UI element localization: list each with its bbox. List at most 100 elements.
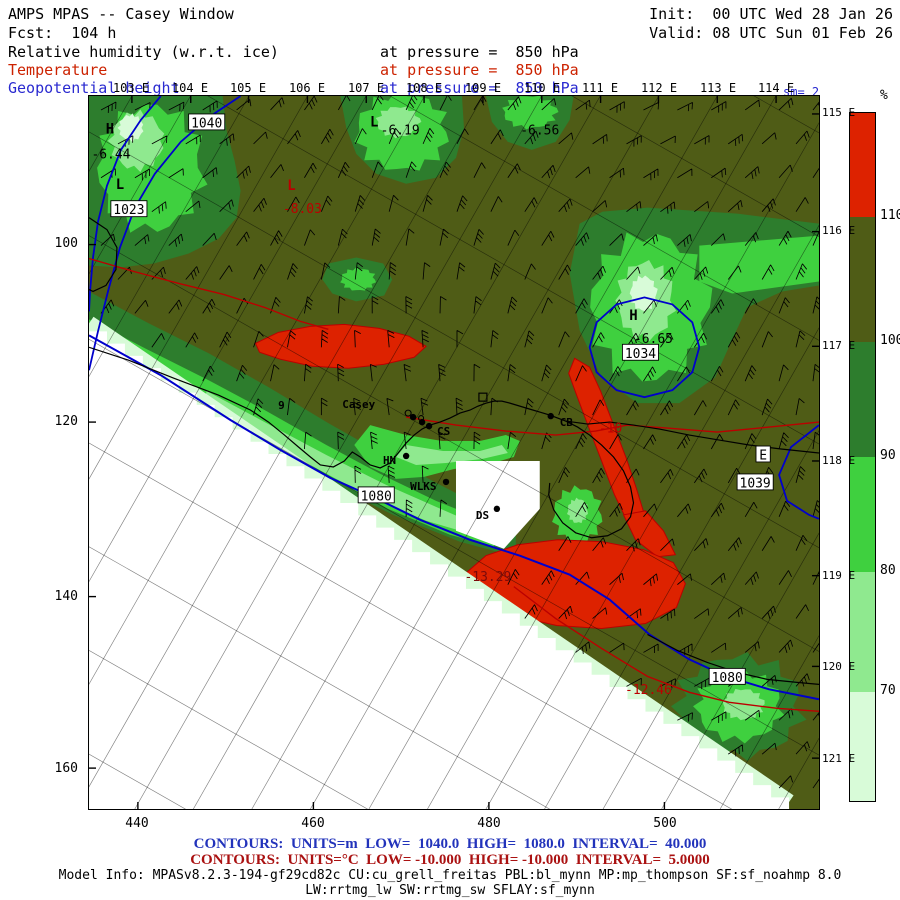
model-info-line2: LW:rrtmg_lw SW:rrtmg_sw SFLAY:sf_mynn	[305, 883, 595, 898]
top-longitude-label: 109 E	[464, 81, 502, 95]
colorbar-tick-label: 70	[880, 683, 896, 698]
contour-label-box	[188, 113, 226, 131]
right-longitude-label: 121 E	[822, 752, 856, 765]
field-level-temperature: at pressure = 850 hPa	[380, 61, 579, 79]
terrain-mask-inner	[455, 460, 540, 549]
bottom-axis-label: 480	[477, 816, 501, 831]
contour-label-box	[357, 486, 395, 504]
contour-label-box	[708, 667, 746, 685]
station-label: HN	[383, 454, 396, 467]
bottom-axis-label: 440	[125, 816, 149, 831]
station-dot	[409, 413, 417, 421]
station-square-marker	[478, 392, 488, 402]
colorbar-tick-label: 100	[880, 333, 900, 348]
station-label: 9	[278, 399, 285, 412]
station-dot	[547, 412, 554, 420]
colorbar-tick-label: 80	[880, 563, 896, 578]
top-longitude-label: 105 E	[229, 81, 267, 95]
colorbar-segment	[850, 692, 875, 801]
field-label-rh: Relative humidity (w.r.t. ice)	[8, 43, 279, 61]
map-label: L	[370, 114, 378, 130]
station-dot	[493, 505, 501, 513]
bottom-axis-label: 500	[653, 816, 677, 831]
frame-ticks	[89, 96, 819, 809]
map-label: -6.44	[91, 147, 130, 162]
right-longitude-label: 117 E	[822, 339, 856, 352]
station-dot	[442, 478, 450, 486]
map-label: -8.03	[283, 202, 322, 217]
map-label: L	[116, 177, 124, 193]
colorbar-segment	[850, 457, 875, 572]
top-longitude-label: 103 E	[112, 81, 150, 95]
contour-red_line	[513, 586, 819, 712]
legend-height-contours: CONTOURS: UNITS=m LOW= 1040.0 HIGH= 1080…	[193, 836, 707, 852]
map-label: 1039	[740, 476, 771, 491]
station-dot	[418, 418, 426, 426]
contour-label-box	[110, 200, 148, 218]
left-axis-label: 160	[54, 761, 78, 776]
map-label: 1023	[113, 203, 144, 218]
field-level-rh: at pressure = 850 hPa	[380, 43, 579, 61]
right-longitude-label: 118 E	[822, 454, 856, 467]
colorbar-segment	[850, 342, 875, 457]
map-label: 1080	[361, 489, 392, 504]
colorbar-segment	[850, 113, 875, 217]
top-longitude-label: 107 E	[347, 81, 385, 95]
init-time: Init: 00 UTC Wed 28 Jan 26	[649, 5, 893, 23]
map-label: -12.46	[625, 683, 672, 698]
top-longitude-label: 104 E	[171, 81, 209, 95]
contour-blue	[588, 296, 701, 399]
station-label: DS	[476, 509, 489, 522]
field-label-geopotential: Geopotential height	[8, 79, 180, 97]
contour-black	[89, 346, 635, 539]
station-label: CS	[437, 425, 450, 438]
contour-label-box	[621, 343, 659, 361]
map-label: H	[629, 308, 637, 324]
top-longitude-label: 108 E	[405, 81, 443, 95]
map-label: L	[287, 178, 295, 194]
terrain-mask-white	[89, 331, 790, 809]
rh-filled-contours	[89, 96, 819, 809]
map-label: -13.29	[465, 570, 512, 585]
map-plot-area: H -6.44 L 1023 1040 L -6.19 -6.56 L -8.03 H -6.65 10…	[88, 95, 820, 810]
contour-blue	[89, 334, 819, 701]
map-label: -6.56	[520, 123, 559, 138]
model-info-line1: Model Info: MPASv8.2.3-194-gf29cd82c CU:…	[58, 868, 842, 883]
station-dot	[402, 452, 410, 460]
field-level-geopotential: at pressure = 850 hPa	[380, 79, 579, 97]
top-longitude-label: 111 E	[581, 81, 619, 95]
contour-label-box	[736, 473, 774, 491]
contour-blue	[778, 424, 819, 520]
colorbar-unit: %	[880, 88, 888, 103]
contour-blue	[89, 96, 162, 312]
forecast-hour: Fcst: 104 h	[8, 24, 117, 42]
right-longitude-label: 115 E	[822, 106, 856, 119]
right-longitude-label: 120 E	[822, 660, 856, 673]
contour-red_line	[89, 257, 329, 331]
legend-temp-contours: CONTOURS: UNITS=°C LOW= -10.000 HIGH= -1…	[190, 852, 710, 868]
bottom-axis-label: 460	[301, 816, 325, 831]
station-label: Casey	[342, 398, 375, 411]
map-label: -10	[599, 422, 622, 437]
graticule-lines	[89, 96, 819, 809]
right-longitude-label: 119 E	[822, 569, 856, 582]
map-label: -6.19	[381, 123, 420, 138]
contour-red_line	[406, 416, 819, 436]
right-longitude-label: 116 E	[822, 224, 856, 237]
colorbar-tick-label: 90	[880, 448, 896, 463]
station-dot	[425, 422, 433, 430]
left-axis-label: 100	[54, 236, 78, 251]
top-longitude-label: 110 E	[523, 81, 561, 95]
left-axis-label: 120	[54, 414, 78, 429]
map-label: 1040	[191, 116, 222, 131]
map-label: H	[106, 121, 114, 137]
left-axis-label: 140	[54, 589, 78, 604]
field-label-temperature: Temperature	[8, 61, 108, 79]
station-label: WLKS	[410, 480, 436, 493]
valid-time: Valid: 08 UTC Sun 01 Feb 26	[649, 24, 893, 42]
map-label: 1080	[712, 671, 743, 686]
station-markers: Casey CS CB HN WLKS DS 9	[278, 392, 573, 522]
